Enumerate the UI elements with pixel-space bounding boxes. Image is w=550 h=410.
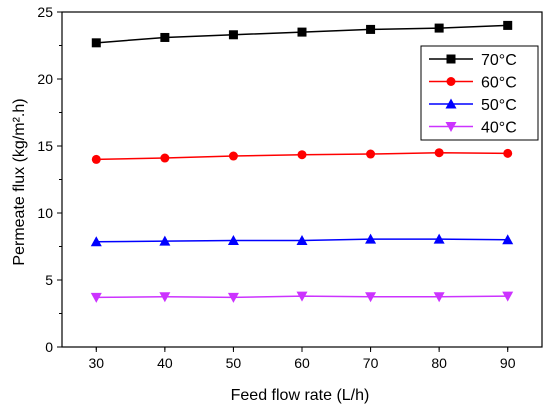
series-0 [91,20,513,48]
y-axis-label: Permeate flux (kg/m².h) [11,98,28,265]
data-point [160,32,170,42]
data-point [366,24,376,34]
data-point [159,292,171,303]
data-point [503,20,513,30]
x-tick-label: 90 [500,355,516,371]
data-point [433,233,445,244]
data-point [297,150,307,160]
x-tick-label: 60 [294,355,310,371]
data-point [160,153,170,163]
data-point [91,38,101,48]
series-3 [90,291,514,303]
y-tick-label: 5 [45,272,53,288]
series-1 [91,148,513,164]
legend-label: 70°C [481,52,517,69]
legend-label: 40°C [481,120,517,137]
legend-item: 60°C [429,75,517,92]
y-tick-label: 10 [37,205,53,221]
data-point [296,291,308,302]
series-2 [90,233,514,247]
y-tick-label: 20 [37,71,53,87]
data-point [227,234,239,245]
data-point [433,292,445,303]
y-tick-label: 25 [37,4,53,20]
x-tick-label: 80 [431,355,447,371]
data-point [159,235,171,246]
legend-label: 60°C [481,75,517,92]
x-tick-label: 30 [88,355,104,371]
axes: 30 40 50 60 70 80 90 0 5 10 15 20 25 [37,4,543,371]
data-point [228,30,238,40]
data-point [502,234,514,245]
legend-item: 40°C [429,120,517,137]
data-point [434,148,444,158]
data-point [502,291,514,302]
legend-item: 70°C [429,52,517,69]
x-tick-label: 50 [226,355,242,371]
y-tick-label: 0 [45,339,53,355]
data-point [434,23,444,33]
data-point [228,151,238,161]
legend-item: 50°C [429,97,517,114]
legend-marker [445,122,457,132]
data-point [365,292,377,303]
legend: 70°C 60°C 50°C 40°C [420,45,539,141]
data-point [296,234,308,245]
data-point [90,292,102,303]
series-group [90,20,514,303]
data-point [365,233,377,244]
data-point [297,27,307,37]
x-tick-label: 70 [363,355,379,371]
legend-marker [446,54,456,64]
legend-frame [420,45,539,141]
data-point [503,148,513,158]
legend-marker [445,98,457,109]
data-point [366,149,376,159]
legend-label: 50°C [481,97,517,114]
legend-marker [446,77,456,86]
data-point [91,154,101,164]
data-point [227,292,239,303]
x-tick-label: 40 [157,355,173,371]
x-axis-label: Feed flow rate (L/h) [231,387,370,404]
y-tick-label: 15 [37,138,53,154]
data-point [90,236,102,247]
